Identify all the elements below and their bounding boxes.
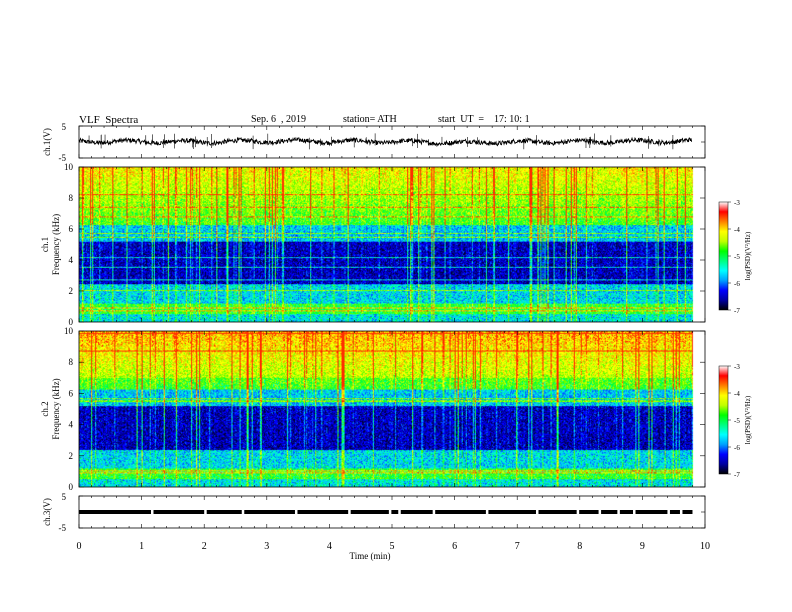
x-tick-label: 9 — [640, 541, 645, 552]
ch3-gap — [241, 509, 245, 515]
colorbar-tick-label: -7 — [734, 307, 740, 315]
y-tick-label: 2 — [69, 451, 74, 461]
colorbar-tick-label: -5 — [734, 253, 740, 261]
ch3-gap — [388, 509, 392, 515]
title: VLF Spectra — [79, 114, 139, 126]
colorbar-label: log(PSD)(V²/Hz) — [744, 395, 752, 444]
y-tick-label: 4 — [69, 255, 74, 265]
x-tick-label: 8 — [577, 541, 582, 552]
y-axis-label: Frequency (kHz) — [51, 214, 61, 275]
ch3-gap — [667, 509, 670, 515]
ch3-gap — [679, 509, 683, 515]
ch1-trace — [78, 136, 693, 148]
colorbar-tick-label: -4 — [734, 390, 740, 398]
x-tick-label: 3 — [264, 541, 269, 552]
x-tick-label: 5 — [390, 541, 395, 552]
y-axis-label: ch.2 — [40, 401, 50, 416]
x-tick-label: 0 — [77, 541, 82, 552]
ch3-gap — [398, 509, 401, 515]
x-tick-label: 1 — [139, 541, 144, 552]
x-tick-label: 6 — [452, 541, 457, 552]
start-ut-label: start UT = 17: 10: 1 — [438, 114, 530, 125]
y-tick-label: 2 — [69, 286, 74, 296]
y-tick-label: 5 — [62, 122, 67, 132]
x-tick-label: 7 — [515, 541, 520, 552]
colorbar-tick-label: -6 — [734, 280, 740, 288]
ch3-gap — [598, 509, 602, 515]
y-tick-label: 8 — [69, 193, 74, 203]
colorbar-tick-label: -6 — [734, 444, 740, 452]
ch3-gap — [617, 509, 620, 515]
spectrogram-layer — [79, 167, 729, 487]
x-tick-label: 4 — [327, 541, 332, 552]
y-tick-label: 4 — [69, 420, 74, 430]
ch3-gap — [348, 509, 351, 515]
station-label: station= ATH — [343, 114, 397, 125]
y-tick-label: -5 — [59, 523, 67, 533]
ch3-gap — [204, 509, 207, 515]
colorbar-tick-label: -3 — [734, 363, 740, 371]
y-axis-label: ch.1(V) — [42, 128, 52, 156]
y-tick-label: 6 — [69, 388, 74, 398]
ch3-gap — [294, 509, 298, 515]
colorbar-tick-label: -4 — [734, 226, 740, 234]
ch3-gap — [150, 509, 154, 515]
y-tick-label: 8 — [69, 357, 74, 367]
axes-layer — [78, 125, 731, 529]
ch3-gap — [485, 509, 489, 515]
x-tick-label: 2 — [202, 541, 207, 552]
y-tick-label: 10 — [64, 162, 74, 172]
ch3-gap — [576, 509, 580, 515]
y-axis-label: ch.1 — [40, 237, 50, 252]
waveform-layer — [78, 133, 693, 515]
y-tick-label: 10 — [64, 326, 74, 336]
ch3-gap — [535, 509, 539, 515]
x-axis-label: Time (min) — [350, 551, 391, 561]
y-tick-label: -5 — [59, 153, 67, 163]
y-tick-label: 6 — [69, 224, 74, 234]
y-tick-label: 5 — [62, 492, 67, 502]
ch3-gap — [633, 509, 636, 515]
y-tick-label: 0 — [69, 482, 74, 492]
colorbar-tick-label: -3 — [734, 199, 740, 207]
y-axis-label: ch.3(V) — [42, 498, 52, 526]
spectrogram-1 — [79, 167, 705, 322]
colorbar-label: log(PSD)(V²/Hz) — [744, 231, 752, 280]
colorbar-tick-label: -7 — [734, 471, 740, 479]
date-label: Sep. 6 , 2019 — [251, 114, 306, 125]
colorbar-1 — [718, 201, 729, 311]
colorbar-tick-label: -5 — [734, 417, 740, 425]
x-tick-label: 10 — [700, 541, 710, 552]
colorbar-2 — [718, 365, 729, 475]
y-tick-label: 0 — [69, 317, 74, 327]
spectrogram-2 — [79, 331, 705, 487]
ch3-gap — [432, 509, 436, 515]
y-axis-label: Frequency (kHz) — [51, 378, 61, 439]
